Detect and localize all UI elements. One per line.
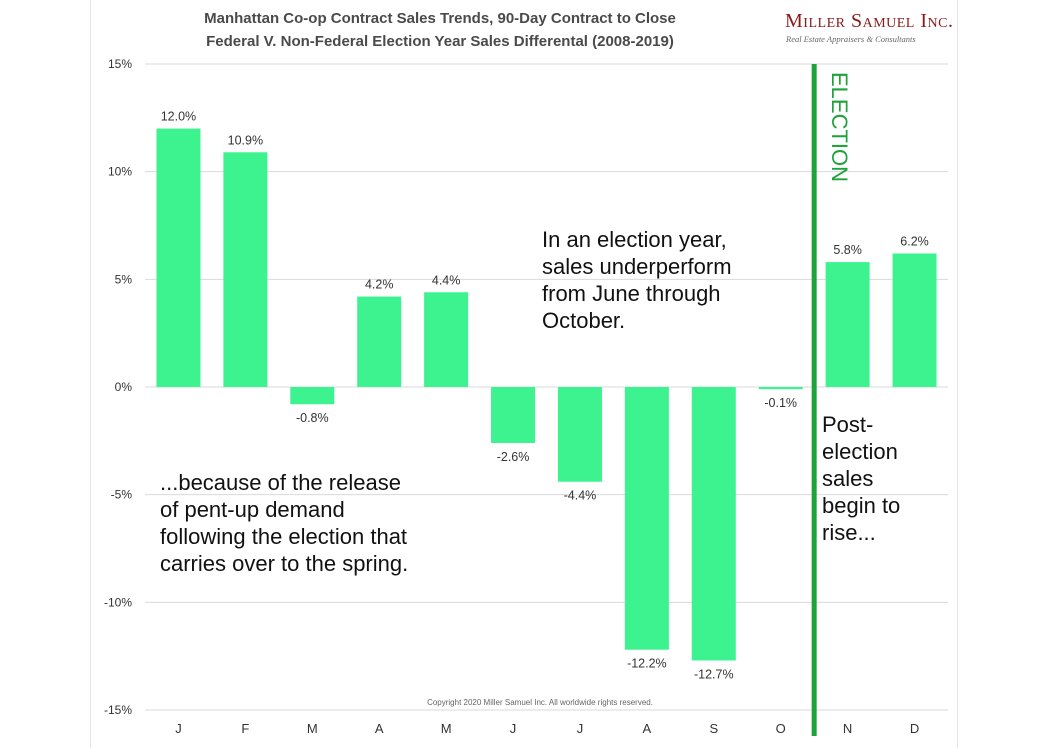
bar (357, 296, 402, 387)
brand-tagline: Real Estate Appraisers & Consultants (786, 34, 916, 44)
y-tick-label: -5% (111, 488, 133, 502)
value-label: 4.2% (365, 278, 394, 292)
y-tick-label: 15% (108, 57, 132, 71)
y-tick-label: 0% (115, 380, 133, 394)
value-label: -12.7% (694, 667, 734, 681)
x-tick-label: A (643, 721, 652, 736)
x-tick-label: N (843, 721, 852, 736)
copyright-note: Copyright 2020 Miller Samuel Inc. All wo… (427, 698, 653, 707)
value-label: 6.2% (900, 234, 929, 248)
x-tick-label: M (307, 721, 318, 736)
value-label: 4.4% (432, 273, 461, 287)
election-label: ELECTION (827, 72, 852, 182)
bar (156, 128, 201, 387)
annotation-right: Post- election sales begin to rise... (822, 412, 901, 545)
x-tick-label: J (577, 721, 584, 736)
y-tick-label: 10% (108, 165, 132, 179)
chart-subtitle: Federal V. Non-Federal Election Year Sal… (206, 33, 674, 50)
bar (691, 387, 736, 661)
x-tick-label: A (375, 721, 384, 736)
y-tick-label: 5% (115, 272, 133, 286)
bar (825, 262, 870, 387)
bar (557, 387, 602, 482)
value-label: -4.4% (564, 489, 597, 503)
bar (758, 387, 803, 390)
x-tick-label: F (241, 721, 249, 736)
value-label: -12.2% (627, 657, 667, 671)
brand-logo: MILLER SAMUEL INC. (785, 10, 954, 32)
annotation-middle: In an election year, sales underperform … (542, 227, 732, 333)
x-tick-label: O (776, 721, 786, 736)
value-label: -0.1% (764, 396, 797, 410)
x-tick-label: J (510, 721, 517, 736)
chart-title: Manhattan Co-op Contract Sales Trends, 9… (204, 10, 676, 27)
bar (223, 152, 268, 387)
y-tick-label: -10% (104, 595, 132, 609)
y-tick-label: -15% (104, 703, 132, 717)
bar (624, 387, 669, 650)
bar (424, 292, 469, 387)
bar (491, 387, 536, 443)
value-label: -2.6% (497, 450, 530, 464)
bar (290, 387, 335, 405)
annotation-left: ...because of the release of pent-up dem… (160, 470, 409, 576)
x-tick-label: M (441, 721, 452, 736)
value-label: 5.8% (833, 243, 862, 257)
bar (892, 253, 937, 387)
value-label: 10.9% (228, 133, 263, 147)
x-tick-label: D (910, 721, 919, 736)
value-label: -0.8% (296, 411, 329, 425)
value-label: 12.0% (161, 110, 196, 124)
x-tick-label: J (175, 721, 182, 736)
x-tick-label: S (709, 721, 718, 736)
